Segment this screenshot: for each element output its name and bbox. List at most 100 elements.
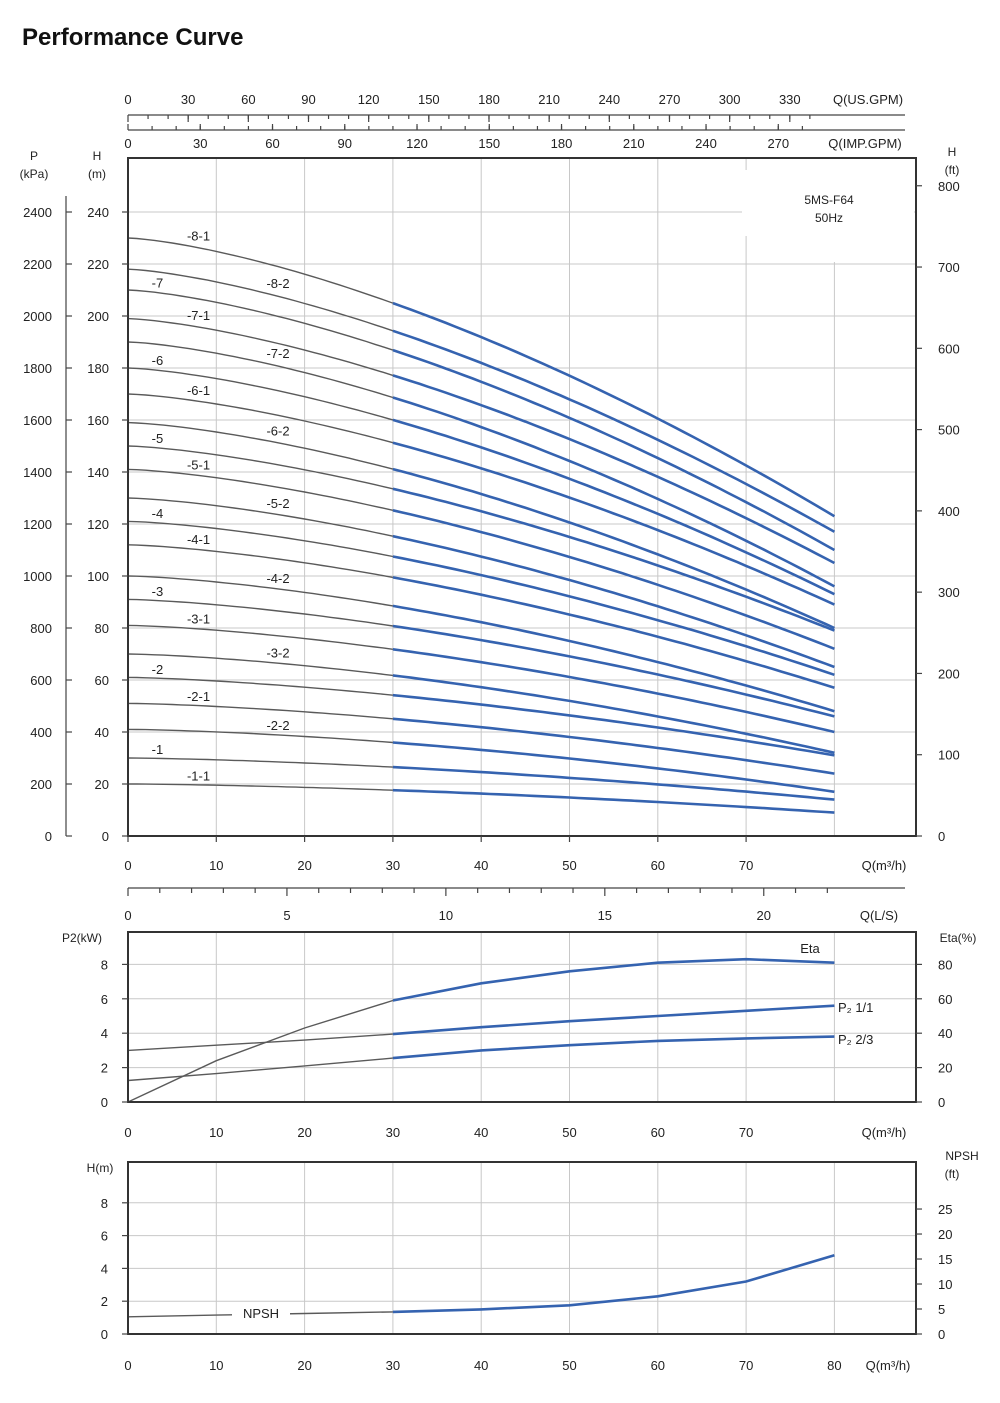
imp-gpm-unit-label: Q(IMP.GPM) [828, 136, 901, 151]
imp-gpm-tick-label: 60 [265, 136, 279, 151]
head-curve-gray [127, 445, 394, 490]
npsh-m-axis-tick-label: 8 [101, 1196, 108, 1211]
imp-gpm-tick-label: 120 [406, 136, 428, 151]
head-plot-frame [127, 157, 917, 837]
npsh-m-axis-tick-label: 4 [101, 1261, 108, 1276]
head-curve-label: -1 [152, 742, 164, 757]
head-curve-label: -4-1 [187, 532, 210, 547]
h-axis-unit: (m) [88, 167, 106, 181]
head-curve-label: -3-2 [266, 646, 289, 661]
power-plot-frame [127, 931, 917, 1103]
eta-axis-tick-label: 0 [938, 1095, 945, 1110]
head-curve-gray [127, 367, 394, 421]
eta-axis-tick-label: 60 [938, 992, 952, 1007]
head-curve-blue [392, 674, 835, 755]
us-gpm-tick-label: 90 [301, 92, 315, 107]
head-curve-label: -2 [152, 662, 164, 677]
imp-gpm-tick-label: 270 [767, 136, 789, 151]
head-curve-blue [392, 467, 835, 630]
us-gpm-tick-label: 120 [358, 92, 380, 107]
head-x-tick-label: 70 [739, 858, 753, 873]
head-curve-blue [392, 301, 836, 518]
h-axis-tick-label: 0 [102, 829, 109, 844]
p-axis-tick-label: 600 [30, 673, 52, 688]
head-curve-blue [392, 396, 836, 588]
p2-axis-title: P2(kW) [62, 931, 102, 945]
frequency-label: 50Hz [815, 211, 843, 225]
npsh-curve-blue [392, 1254, 835, 1314]
h-axis-tick-label: 60 [95, 673, 109, 688]
head-curve-blue [392, 648, 835, 734]
ls-axis-unit-label: Q(L/S) [860, 908, 898, 923]
npsh-m-axis-tick-label: 0 [101, 1327, 108, 1342]
head-curve-label: -8-2 [266, 276, 289, 291]
head-curve-gray [127, 341, 394, 399]
power-x-tick-label: 50 [562, 1125, 576, 1140]
head-curve-label: -7-2 [266, 346, 289, 361]
p-axis-tick-label: 200 [30, 777, 52, 792]
head-curve-label: -3-1 [187, 612, 210, 627]
npsh-x-tick-label: 20 [297, 1358, 311, 1373]
h-axis-tick-label: 20 [95, 777, 109, 792]
ls-axis-tick-label: 5 [283, 908, 290, 923]
head-curve-label: -5-2 [266, 496, 289, 511]
head-curve-blue [392, 509, 835, 651]
npsh-ft-axis-tick-label: 15 [938, 1252, 952, 1267]
p-axis-tick-label: 1400 [23, 465, 52, 480]
npsh-plot-frame [127, 1161, 917, 1335]
imp-gpm-tick-label: 0 [124, 136, 131, 151]
head-chart: 5MS-F64 50Hz -8-1 -8-2 -7 -7-1 -7-2 -6 -6-1 -6-2 -… [20, 145, 960, 873]
top-axes: 0 30 60 90 120 150 180 210 240 270 300 330 Q(US.GPM)… [124, 92, 905, 151]
power-x-tick-label: 40 [474, 1125, 488, 1140]
head-curve-blue [392, 329, 836, 533]
power-x-tick-label: 30 [386, 1125, 400, 1140]
npsh-label-bg [232, 1304, 290, 1322]
head-curve-label: -7-1 [187, 308, 210, 323]
npsh-ft-axis-tick-label: 25 [938, 1202, 952, 1217]
npsh-x-tick-label: 80 [827, 1358, 841, 1373]
ls-axis-tick-label: 10 [439, 908, 453, 923]
head-curve-blue [392, 624, 835, 718]
ft-axis-tick-label: 400 [938, 504, 960, 519]
ft-axis-unit: (ft) [945, 163, 960, 177]
h-axis-tick-label: 200 [87, 309, 109, 324]
head-curve-blue [392, 555, 835, 677]
head-curve-blue [392, 348, 836, 552]
p-axis-tick-label: 2000 [23, 309, 52, 324]
p-axis-tick-label: 400 [30, 725, 52, 740]
head-curve-blue [392, 604, 835, 713]
head-x-tick-label: 10 [209, 858, 223, 873]
head-curve-gray [127, 728, 393, 744]
npsh-ft-axis-tick-label: 0 [938, 1327, 945, 1342]
head-curve-gray [127, 268, 394, 332]
imp-gpm-tick-label: 180 [551, 136, 573, 151]
h-axis-tick-label: 40 [95, 725, 109, 740]
p2-axis-tick-label: 0 [101, 1095, 108, 1110]
eta-curve-label: Eta [800, 941, 820, 956]
head-curve-blue [392, 788, 835, 814]
p-axis-title: P [30, 149, 38, 163]
us-gpm-unit-label: Q(US.GPM) [833, 92, 903, 107]
us-gpm-tick-label: 330 [779, 92, 801, 107]
head-curve-label: -1-1 [187, 769, 210, 784]
page-title: Performance Curve [22, 24, 243, 51]
ft-axis-tick-label: 0 [938, 829, 945, 844]
p2-full-curve-label: P₂ 1/1 [838, 1000, 873, 1015]
head-x-tick-label: 20 [297, 858, 311, 873]
npsh-m-axis-tick-label: 2 [101, 1294, 108, 1309]
head-curve-blue [392, 374, 836, 565]
us-gpm-tick-label: 240 [598, 92, 620, 107]
h-axis-tick-label: 140 [87, 465, 109, 480]
h-axis-tick-label: 160 [87, 413, 109, 428]
head-curve-gray [127, 575, 394, 607]
ls-axis-tick-label: 15 [598, 908, 612, 923]
h-axis-tick-label: 100 [87, 569, 109, 584]
head-x-tick-label: 60 [651, 858, 665, 873]
head-curve-gray [127, 421, 394, 470]
ft-axis-tick-label: 800 [938, 179, 960, 194]
power-curve-blue [392, 1035, 835, 1060]
head-curve-label: -7 [152, 275, 164, 290]
head-curve-gray [127, 237, 394, 304]
h-axis-tick-label: 180 [87, 361, 109, 376]
power-curve-blue [392, 957, 835, 1002]
